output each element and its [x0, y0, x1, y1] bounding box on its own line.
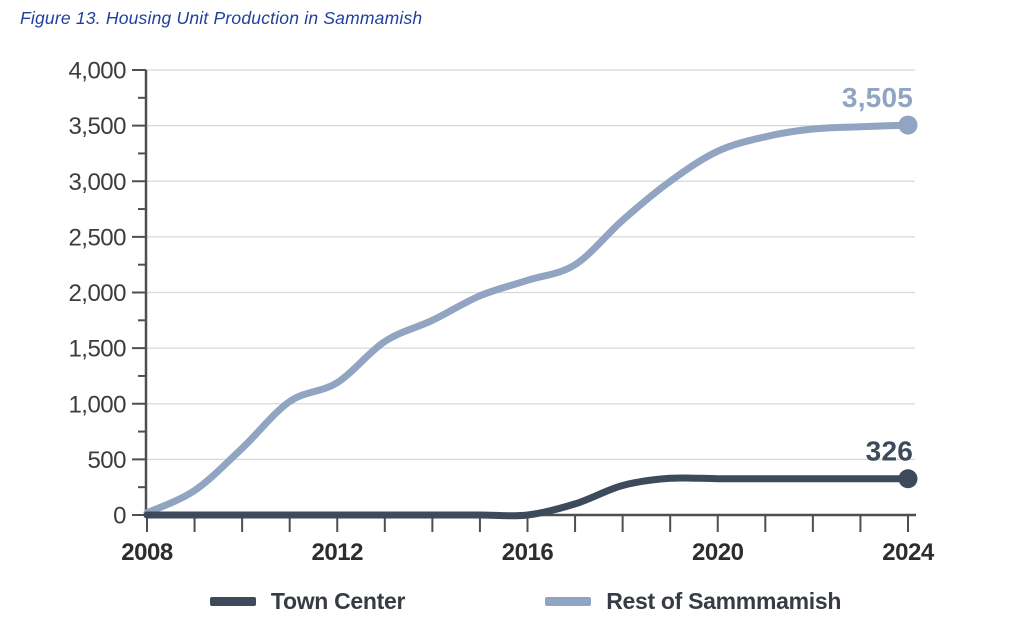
- y-axis-tick-label: 500: [87, 447, 126, 474]
- town-center-line: [143, 474, 912, 520]
- rest-of-sammmamish-line: [143, 121, 912, 517]
- town-center-color-swatch: [209, 597, 256, 606]
- y-axis-tick-label: 3,500: [68, 113, 126, 140]
- x-axis-tick-label: 2020: [692, 539, 744, 566]
- x-axis-tick-label: 2016: [502, 539, 554, 566]
- town-center-legend-label: Town Center: [270, 588, 406, 614]
- y-axis-tick-label: 4,000: [68, 58, 126, 85]
- x-axis-tick-label: 2008: [121, 539, 173, 566]
- rest-of-sammamish-legend-label: Rest of Sammmamish: [606, 588, 842, 614]
- figure-title: Figure 13. Housing Unit Production in Sa…: [20, 8, 423, 28]
- town-center-end-value-label: 326: [866, 436, 913, 467]
- y-axis-tick-label: 1,000: [68, 391, 126, 418]
- y-axis-tick-label: 2,500: [68, 224, 126, 251]
- y-axis-tick-label: 3,000: [68, 169, 126, 196]
- y-axis-tick-label: 2,000: [68, 280, 126, 307]
- town-center-end-dot: [898, 469, 918, 489]
- legend-item-town-center: Town Center: [209, 588, 406, 615]
- y-axis-tick-label: 1,500: [68, 336, 126, 363]
- y-axis-tick-label: 0: [113, 503, 126, 530]
- legend-item-rest-of-sammamish: Rest of Sammmamish: [545, 588, 841, 615]
- rest-of-sammmamish-end-dot: [898, 115, 918, 135]
- rest-of-sammmamish-end-value-label: 3,505: [842, 82, 913, 113]
- rest-of-sammamish-color-swatch: [545, 597, 592, 606]
- line-chart: 0 500 1,000 1,500 2,000 2,500 3,000 3,500 4,000 2…: [68, 58, 935, 567]
- x-axis-tick-label: 2012: [312, 539, 364, 566]
- x-axis-tick-label: 2024: [882, 539, 935, 566]
- chart-legend: Town Center Rest of Sammmamish: [0, 588, 1011, 615]
